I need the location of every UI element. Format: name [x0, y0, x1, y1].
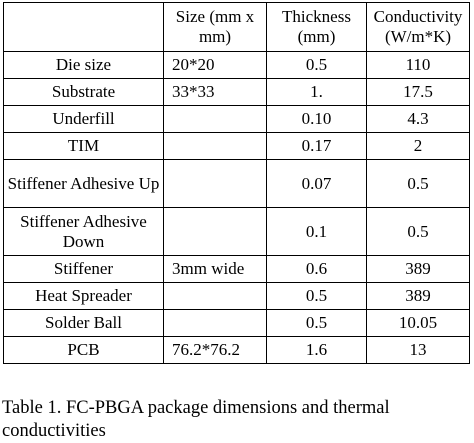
table-row: Stiffener Adhesive Up 0.07 0.5 — [3, 159, 470, 208]
row-size: 76.2*76.2 — [163, 336, 267, 364]
row-name: Die size — [3, 51, 164, 79]
row-size — [163, 207, 267, 256]
row-thickness: 1.6 — [266, 336, 367, 364]
row-name: PCB — [3, 336, 164, 364]
row-conductivity: 0.5 — [366, 207, 470, 256]
row-size: 3mm wide — [163, 255, 267, 283]
header-thickness: Thickness (mm) — [266, 2, 367, 52]
table-caption: Table 1. FC-PBGA package dimensions and … — [2, 398, 390, 441]
row-conductivity: 17.5 — [366, 78, 470, 106]
table-row: Underfill 0.10 4.3 — [3, 105, 470, 133]
row-thickness: 1. — [266, 78, 367, 106]
row-conductivity: 389 — [366, 282, 470, 310]
row-thickness: 0.1 — [266, 207, 367, 256]
row-conductivity: 389 — [366, 255, 470, 283]
table-row: Solder Ball 0.5 10.05 — [3, 309, 470, 337]
row-conductivity: 2 — [366, 132, 470, 160]
table-row: TIM 0.17 2 — [3, 132, 470, 160]
row-size — [163, 282, 267, 310]
row-conductivity: 110 — [366, 51, 470, 79]
row-name: Underfill — [3, 105, 164, 133]
row-size — [163, 309, 267, 337]
header-empty — [3, 2, 164, 52]
table-row: Substrate 33*33 1. 17.5 — [3, 78, 470, 106]
row-conductivity: 10.05 — [366, 309, 470, 337]
row-thickness: 0.5 — [266, 282, 367, 310]
row-name: Substrate — [3, 78, 164, 106]
row-name: TIM — [3, 132, 164, 160]
row-name: Heat Spreader — [3, 282, 164, 310]
table-row: Stiffener 3mm wide 0.6 389 — [3, 255, 470, 283]
header-size: Size (mm x mm) — [163, 2, 267, 52]
row-conductivity: 4.3 — [366, 105, 470, 133]
row-name: Stiffener Adhesive Down — [3, 207, 164, 256]
row-thickness: 0.10 — [266, 105, 367, 133]
header-row: Size (mm x mm) Thickness (mm) Conductivi… — [3, 2, 470, 52]
row-thickness: 0.5 — [266, 309, 367, 337]
table-row: Heat Spreader 0.5 389 — [3, 282, 470, 310]
row-size — [163, 159, 267, 208]
row-conductivity: 0.5 — [366, 159, 470, 208]
row-size — [163, 132, 267, 160]
table-row: Die size 20*20 0.5 110 — [3, 51, 470, 79]
properties-table: Size (mm x mm) Thickness (mm) Conductivi… — [3, 2, 470, 364]
table-row: PCB 76.2*76.2 1.6 13 — [3, 336, 470, 364]
row-name: Stiffener — [3, 255, 164, 283]
row-name: Solder Ball — [3, 309, 164, 337]
header-conductivity: Conductivity (W/m*K) — [366, 2, 470, 52]
row-size: 20*20 — [163, 51, 267, 79]
row-size: 33*33 — [163, 78, 267, 106]
row-thickness: 0.6 — [266, 255, 367, 283]
row-size — [163, 105, 267, 133]
table-row: Stiffener Adhesive Down 0.1 0.5 — [3, 207, 470, 256]
row-thickness: 0.17 — [266, 132, 367, 160]
row-thickness: 0.07 — [266, 159, 367, 208]
row-conductivity: 13 — [366, 336, 470, 364]
row-name: Stiffener Adhesive Up — [3, 159, 164, 208]
row-thickness: 0.5 — [266, 51, 367, 79]
